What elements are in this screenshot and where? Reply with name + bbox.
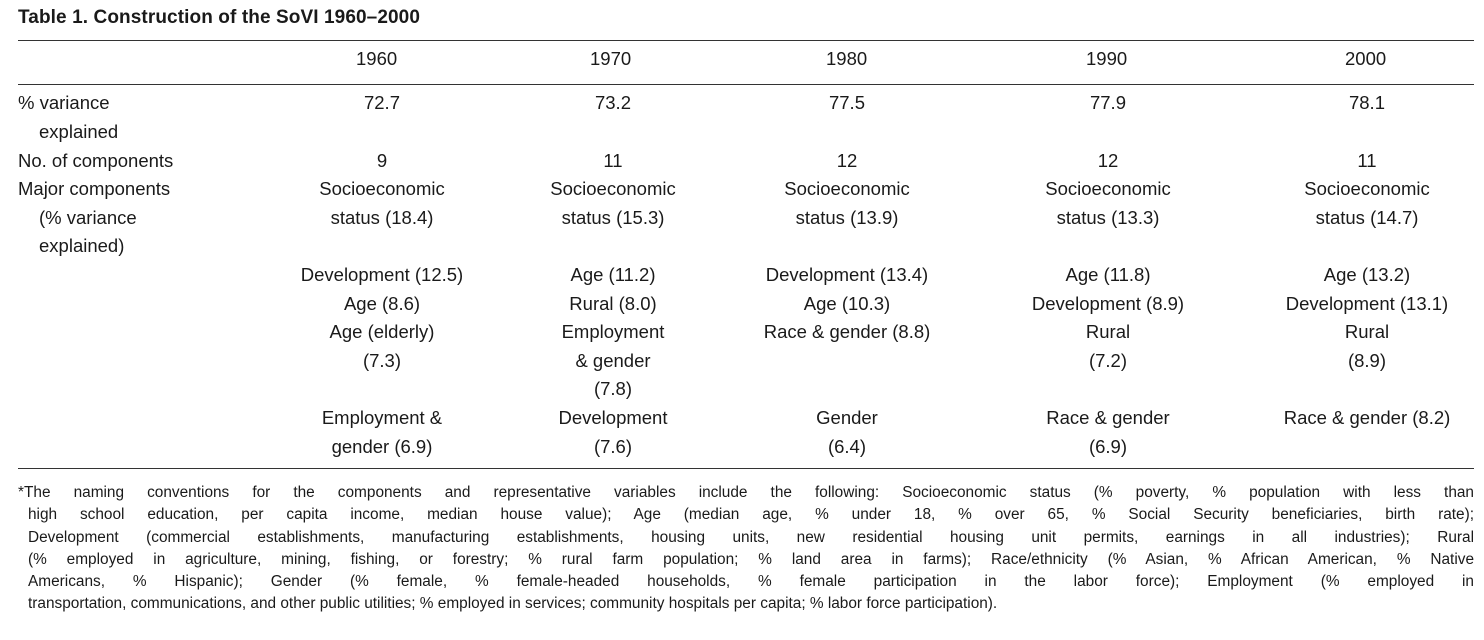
major-group3-1990: Race & gender (6.9) bbox=[993, 404, 1223, 461]
cell-line: Race & gender (8.8) bbox=[763, 321, 931, 342]
cell-line: Rural bbox=[1344, 321, 1390, 342]
major-group2-1990: Age (11.8) Development (8.9) Rural (7.2) bbox=[993, 261, 1223, 375]
row-label-variance: % variance explained bbox=[18, 89, 118, 146]
row-label-major: Major components (% variance explained) bbox=[18, 175, 170, 261]
cell-line: Age (13.2) bbox=[1323, 264, 1411, 285]
column-header-2000: 2000 bbox=[1345, 48, 1387, 69]
cell-line: Rural (8.0) bbox=[569, 292, 657, 314]
cell-line: Development (8.9) bbox=[1031, 292, 1185, 314]
cell-line: Rural bbox=[1085, 321, 1131, 342]
major-group3-2000: Race & gender (8.2) bbox=[1252, 404, 1482, 433]
cell-line: Race & gender (8.2) bbox=[1283, 407, 1451, 428]
cell-line: Socioeconomic bbox=[550, 178, 676, 199]
footnote: *The naming conventions for the componen… bbox=[18, 482, 1474, 616]
footnote-line: Americans, % Hispanic); Gender (% female… bbox=[28, 573, 1474, 591]
cell-line: Age (11.8) bbox=[1065, 264, 1151, 285]
major-group1-2000: Socioeconomic status (14.7) bbox=[1252, 175, 1482, 232]
cell-line: (6.9) bbox=[1088, 435, 1128, 457]
row-label-line: explained bbox=[39, 120, 119, 142]
cell-line: Development (13.1) bbox=[1285, 292, 1449, 314]
cell-line: (7.6) bbox=[593, 435, 633, 457]
cell-line: Employment & bbox=[321, 407, 443, 428]
cell-line: & gender bbox=[575, 349, 651, 371]
components-cell-1970: 11 bbox=[603, 150, 623, 171]
major-group2-1960: Development (12.5) Age (8.6) Age (elderl… bbox=[282, 261, 482, 375]
cell-line: status (15.3) bbox=[561, 206, 665, 228]
footnote-line: transportation, communications, and othe… bbox=[28, 595, 998, 613]
cell-line: Gender bbox=[816, 407, 878, 428]
column-header-1980: 1980 bbox=[826, 48, 868, 69]
footnote-line: high school education, per capita income… bbox=[28, 506, 1474, 524]
footnote-line: Development (commercial establishments, … bbox=[28, 528, 1474, 546]
major-group2-1970: Age (11.2) Rural (8.0) Employment & gend… bbox=[513, 261, 713, 404]
major-group1-1980: Socioeconomic status (13.9) bbox=[732, 175, 962, 232]
table-title: Table 1. Construction of the SoVI 1960–2… bbox=[18, 7, 421, 28]
components-cell-1990: 12 bbox=[1097, 150, 1119, 171]
major-group3-1980: Gender (6.4) bbox=[732, 404, 962, 461]
cell-line: Race & gender bbox=[1046, 407, 1170, 428]
cell-line: (7.8) bbox=[593, 378, 633, 399]
components-cell-1980: 12 bbox=[836, 150, 858, 171]
bottom-rule bbox=[18, 468, 1474, 469]
row-label-line: explained) bbox=[39, 235, 125, 256]
major-group3-1970: Development (7.6) bbox=[513, 404, 713, 461]
major-group1-1970: Socioeconomic status (15.3) bbox=[513, 175, 713, 232]
cell-line: Age (11.2) bbox=[570, 264, 656, 285]
variance-cell-1990: 77.9 bbox=[1089, 92, 1126, 113]
cell-line: Age (10.3) bbox=[803, 292, 891, 314]
cell-line: (8.9) bbox=[1347, 349, 1387, 371]
cell-line: status (13.9) bbox=[795, 206, 899, 228]
column-header-1960: 1960 bbox=[356, 48, 398, 69]
components-cell-2000: 11 bbox=[1357, 150, 1377, 171]
cell-line: Socioeconomic bbox=[1045, 178, 1171, 199]
column-header-1990: 1990 bbox=[1086, 48, 1128, 69]
cell-line: Employment bbox=[561, 321, 665, 342]
header-rule bbox=[18, 84, 1474, 85]
cell-line: (6.4) bbox=[827, 435, 867, 457]
row-label-line: % variance bbox=[18, 92, 110, 113]
cell-line: Age (8.6) bbox=[343, 292, 421, 314]
cell-line: gender (6.9) bbox=[331, 435, 433, 457]
major-group1-1960: Socioeconomic status (18.4) bbox=[282, 175, 482, 232]
cell-line: Development (12.5) bbox=[300, 264, 464, 285]
footnote-line: (% employed in agriculture, mining, fish… bbox=[28, 550, 1474, 568]
column-header-1970: 1970 bbox=[590, 48, 632, 69]
cell-line: status (14.7) bbox=[1315, 206, 1419, 228]
cell-line: (7.2) bbox=[1088, 349, 1128, 371]
row-label-line: Major components bbox=[18, 178, 171, 199]
major-group2-1980: Development (13.4) Age (10.3) Race & gen… bbox=[732, 261, 962, 347]
cell-line: Socioeconomic bbox=[1304, 178, 1430, 199]
variance-cell-2000: 78.1 bbox=[1348, 92, 1385, 113]
row-label-line: (% variance bbox=[39, 206, 137, 228]
top-rule bbox=[18, 40, 1474, 41]
variance-cell-1960: 72.7 bbox=[363, 92, 400, 113]
footnote-line: *The naming conventions for the componen… bbox=[18, 484, 1474, 501]
cell-line: Age (elderly) bbox=[329, 321, 435, 342]
cell-line: status (18.4) bbox=[330, 206, 434, 228]
variance-cell-1980: 77.5 bbox=[828, 92, 865, 113]
cell-line: Socioeconomic bbox=[784, 178, 910, 199]
cell-line: Development (13.4) bbox=[765, 264, 929, 285]
major-group3-1960: Employment & gender (6.9) bbox=[282, 404, 482, 461]
components-cell-1960: 9 bbox=[376, 150, 388, 171]
row-label-components: No. of components bbox=[18, 150, 174, 171]
major-group1-1990: Socioeconomic status (13.3) bbox=[993, 175, 1223, 232]
cell-line: (7.3) bbox=[362, 349, 402, 371]
major-group2-2000: Age (13.2) Development (13.1) Rural (8.9… bbox=[1252, 261, 1482, 375]
variance-cell-1970: 73.2 bbox=[594, 92, 631, 113]
cell-line: Socioeconomic bbox=[319, 178, 445, 199]
cell-line: Development bbox=[558, 407, 668, 428]
cell-line: status (13.3) bbox=[1056, 206, 1160, 228]
